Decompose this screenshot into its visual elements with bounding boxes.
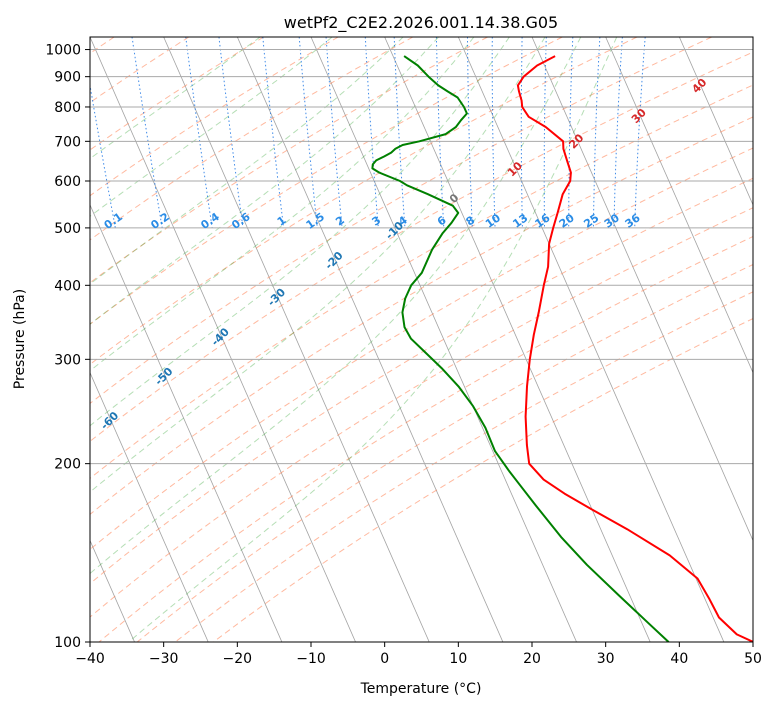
mixing-ratio-line	[90, 82, 116, 228]
dry-adiabat-label: 10	[505, 159, 525, 179]
dry-adiabat-line	[90, 207, 753, 618]
isotherm-label: -60	[98, 409, 121, 432]
mixing-ratio-line	[592, 37, 601, 228]
dewpoint-profile	[371, 55, 670, 642]
dry-adiabat-line	[90, 84, 753, 479]
moist-adiabat-line	[90, 37, 582, 575]
isotherm-line	[384, 37, 651, 642]
y-tick-label: 500	[54, 221, 81, 237]
x-tick-label: −40	[75, 651, 105, 667]
mixing-ratio-line	[325, 37, 343, 228]
pressure-gridlines	[90, 49, 753, 642]
moist-adiabat-line	[90, 37, 439, 325]
isotherm-line	[457, 37, 725, 642]
isotherm-line	[752, 37, 753, 38]
mixing-ratio-label: 1.5	[304, 210, 327, 232]
x-axis-label: Temperature (°C)	[360, 681, 482, 697]
x-tick-label: 30	[597, 651, 615, 667]
x-tick-label: −20	[223, 651, 253, 667]
y-tick-label: 800	[54, 100, 81, 116]
dry-adiabat-line	[90, 37, 563, 325]
dry-adiabat-line	[98, 235, 753, 642]
isotherm-line	[605, 37, 753, 374]
moist-adiabat-line	[90, 37, 404, 285]
moist-adiabat-line	[90, 37, 261, 160]
x-tick-label: 10	[449, 651, 467, 667]
mixing-ratio-line	[467, 37, 473, 228]
moist-adiabat-line	[90, 37, 333, 217]
y-tick-label: 900	[54, 70, 81, 86]
isotherm-line	[90, 203, 283, 642]
background-lines	[0, 37, 753, 642]
temperature-profile	[516, 55, 753, 642]
x-tick-label: −10	[296, 651, 326, 667]
x-tick-label: 0	[380, 651, 389, 667]
mixing-ratio-line	[131, 37, 163, 228]
mixing-ratio-line	[364, 37, 379, 228]
isotherm-line	[0, 37, 61, 642]
sounding-profiles	[371, 55, 753, 642]
mixing-ratio-line	[634, 37, 646, 228]
dry-adiabat-label: 40	[689, 76, 709, 96]
isotherm-label: -80	[0, 505, 16, 528]
mixing-ratio-label: 8	[463, 214, 477, 229]
background-line-labels: 0.10.20.40.611.52346810131620253036-100-…	[0, 76, 710, 528]
mixing-ratio-line	[298, 37, 318, 228]
isotherm-label: -40	[209, 325, 232, 348]
isotherm-line	[678, 37, 753, 206]
dry-adiabat-line	[90, 37, 712, 405]
mixing-ratio-line	[218, 37, 244, 228]
x-tick-label: −30	[149, 651, 179, 667]
x-axis: −40 −30 −20 −10 0 10 20 30 40 50	[75, 642, 762, 667]
y-tick-label: 600	[54, 174, 81, 190]
dry-adiabat-line	[90, 116, 753, 515]
dry-adiabat-line	[90, 37, 488, 284]
mixing-ratio-label: 0.6	[229, 210, 253, 232]
dry-adiabat-line	[213, 318, 753, 642]
isotherm-line	[531, 37, 753, 542]
mixing-ratio-line	[491, 37, 496, 228]
mixing-ratio-line	[262, 37, 285, 228]
y-tick-label: 200	[54, 457, 81, 473]
mixing-ratio-line	[568, 37, 574, 228]
y-tick-label: 100	[54, 635, 81, 651]
y-tick-label: 700	[54, 134, 81, 150]
plot-frame	[89, 36, 754, 643]
isotherm-line	[90, 371, 209, 642]
x-tick-label: 40	[670, 651, 688, 667]
mixing-ratio-label: 3	[369, 214, 383, 229]
mixing-ratio-line	[185, 37, 213, 228]
chart-title: wetPf2_C2E2.2026.001.14.38.G05	[284, 13, 558, 33]
y-axis-label: Pressure (hPa)	[12, 289, 28, 389]
moist-adiabat-line	[90, 37, 510, 427]
mixing-ratio-label: 1	[275, 214, 289, 229]
mixing-ratio-label: 0.2	[148, 210, 171, 232]
y-tick-label: 300	[54, 352, 81, 368]
dry-adiabat-line	[90, 51, 753, 442]
moist-adiabat-line	[90, 37, 475, 372]
dry-adiabat-line	[90, 147, 753, 551]
mixing-ratio-line	[393, 37, 406, 228]
moist-adiabat-line	[128, 37, 618, 642]
y-tick-label: 1000	[45, 43, 81, 59]
isotherm-line	[236, 37, 504, 642]
y-axis: 100 200 300 400 500 600 700 800 900 1000	[45, 43, 90, 651]
dry-adiabat-line	[90, 37, 638, 366]
isotherm-label: -50	[152, 365, 175, 388]
isotherm-label: -20	[322, 249, 345, 272]
dry-adiabat-line	[174, 291, 753, 642]
dry-adiabat-line	[90, 37, 339, 197]
isotherm-line	[163, 37, 430, 642]
x-tick-label: 50	[744, 651, 762, 667]
dry-adiabat-line	[90, 37, 414, 241]
dry-adiabat-line	[90, 177, 753, 585]
isotherm-line	[90, 37, 356, 642]
y-tick-label: 400	[54, 278, 81, 294]
mixing-ratio-label: 6	[435, 213, 449, 228]
x-tick-label: 20	[523, 651, 541, 667]
